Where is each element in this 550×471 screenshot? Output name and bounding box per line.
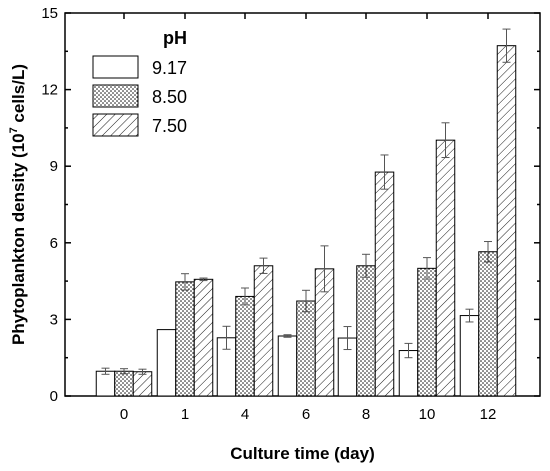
x-tick-label: 0	[120, 406, 128, 423]
y-axis-title-tail: cells/L)	[9, 64, 28, 127]
bar-8-50-day-1	[175, 281, 195, 397]
bar-7-50-day-1	[193, 278, 214, 397]
x-tick-label: 4	[241, 406, 249, 423]
y-axis-title-main: Phytoplankton density (10	[9, 133, 28, 345]
bar-9-17-day-12	[459, 315, 480, 397]
y-tick-label: 15	[41, 5, 58, 22]
bar-7-50-day-10	[435, 139, 456, 397]
x-axis-title: Culture time (day)	[230, 444, 375, 463]
bar-9-17-day-0	[95, 370, 116, 397]
bar-8-50-day-4	[235, 295, 255, 397]
bar-8-50-day-12	[478, 251, 498, 397]
legend-label-7-50: 7.50	[152, 116, 187, 136]
x-tick-label: 8	[362, 406, 370, 423]
bar-8-50-day-0	[114, 370, 134, 397]
x-tick-label: 12	[480, 406, 497, 423]
bar-9-17-day-6	[277, 335, 298, 397]
y-tick-label: 6	[50, 235, 58, 252]
legend-label-8-50: 8.50	[152, 87, 187, 107]
plot-area: 0 3 6 9 12 15 0 1 4 6 8 10 12	[41, 5, 541, 423]
y-tick-label: 3	[50, 311, 58, 328]
y-tick-label: 9	[50, 158, 58, 175]
x-tick-label: 10	[419, 406, 436, 423]
x-tick-label: 1	[181, 406, 189, 423]
legend: pH 9.17 8.50 7.50	[92, 28, 187, 137]
legend-title: pH	[163, 28, 187, 48]
y-axis-title-exponent: 7	[8, 127, 20, 133]
y-tick-label: 12	[41, 82, 58, 99]
y-axis-title: Phytoplankton density (107 cells/L)	[8, 64, 28, 345]
bar-9-17-day-1	[156, 329, 177, 397]
legend-swatch-9-17	[92, 55, 139, 79]
legend-swatch-7-50	[92, 113, 139, 137]
bar-7-50-day-12	[496, 45, 517, 397]
x-tick-label: 6	[302, 406, 310, 423]
legend-swatch-8-50	[92, 84, 139, 108]
bar-7-50-day-4	[253, 265, 274, 397]
bar-8-50-day-8	[356, 265, 376, 397]
legend-label-9-17: 9.17	[152, 58, 187, 78]
bar-7-50-day-0	[132, 371, 153, 397]
y-tick-label: 0	[50, 388, 58, 405]
bar-8-50-day-10	[417, 267, 437, 397]
bar-7-50-day-8	[374, 171, 395, 397]
bar-8-50-day-6	[296, 300, 316, 397]
